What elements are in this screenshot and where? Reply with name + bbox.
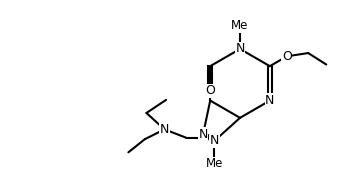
Text: N: N <box>160 123 169 136</box>
Text: N: N <box>265 94 274 107</box>
Text: Me: Me <box>231 19 249 33</box>
Text: N: N <box>198 128 208 141</box>
Text: O: O <box>282 50 292 63</box>
Text: N: N <box>235 42 245 55</box>
Text: N: N <box>210 134 219 147</box>
Text: O: O <box>205 84 215 97</box>
Text: Me: Me <box>206 157 223 170</box>
